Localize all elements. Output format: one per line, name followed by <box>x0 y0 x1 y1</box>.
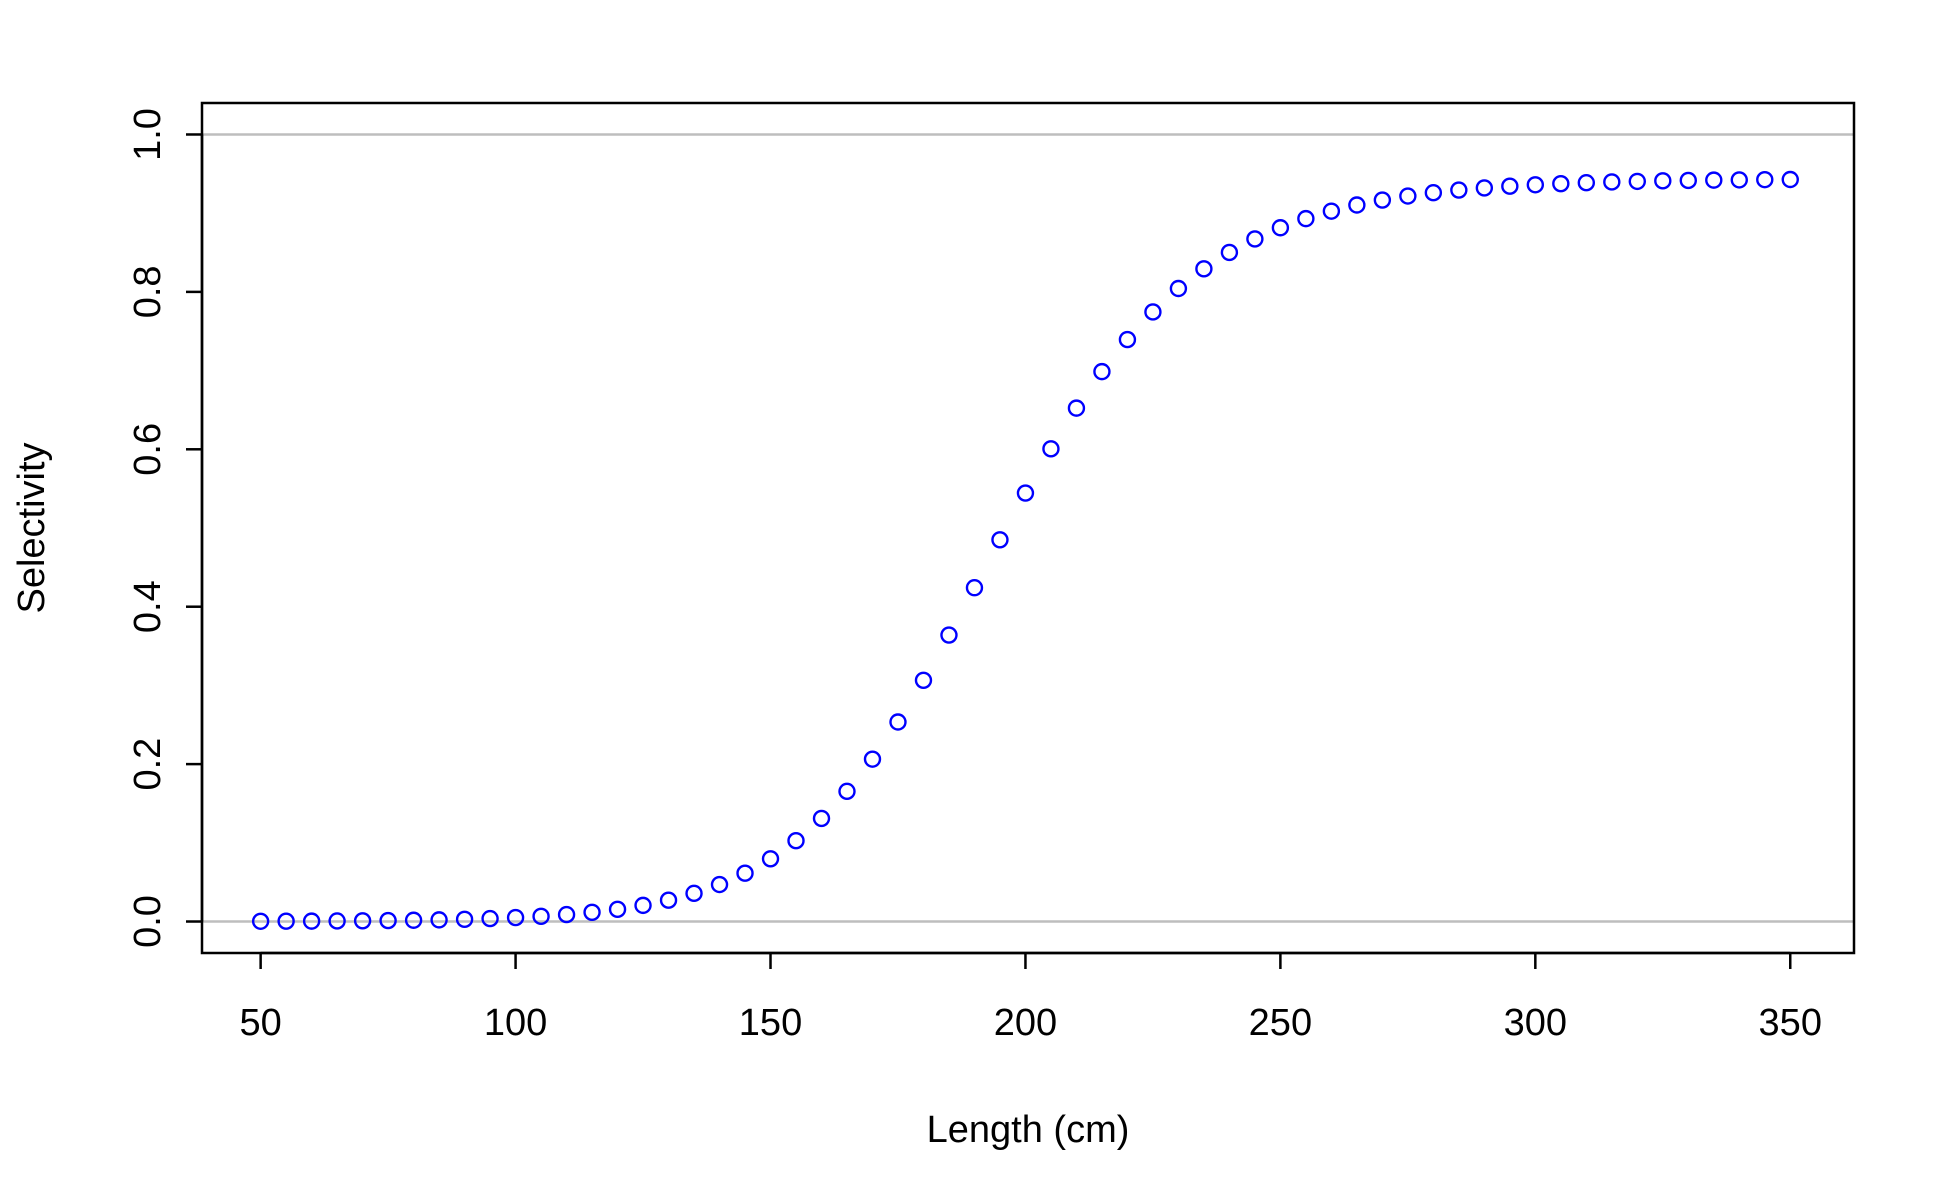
plot-frame <box>200 101 1856 955</box>
data-point <box>736 864 754 882</box>
x-axis: 50 100 150 200 250 300 350 <box>239 951 1822 1044</box>
data-point <box>991 531 1009 549</box>
x-tick-label: 100 <box>484 1002 547 1044</box>
data-point <box>1373 191 1392 209</box>
data-point <box>761 850 780 868</box>
data-point <box>1297 209 1315 228</box>
y-tick-label: 0.8 <box>127 265 169 318</box>
data-point <box>838 782 856 801</box>
y-tick-label: 0.0 <box>127 895 169 948</box>
x-tick-label: 300 <box>1504 1002 1567 1044</box>
data-point <box>277 912 295 930</box>
data-point <box>1628 172 1647 191</box>
x-tick-label: 350 <box>1759 1002 1822 1044</box>
data-point <box>914 671 933 689</box>
data-points <box>251 170 1799 930</box>
data-point <box>685 884 703 903</box>
data-point <box>532 907 550 926</box>
x-tick-label: 250 <box>1249 1002 1312 1044</box>
data-point <box>251 912 270 930</box>
data-point <box>1450 181 1468 199</box>
data-point <box>455 910 474 929</box>
data-point <box>1679 171 1697 190</box>
y-tick-label: 0.4 <box>127 580 169 633</box>
data-point <box>1705 171 1723 189</box>
data-point <box>302 912 321 930</box>
data-point <box>1169 279 1188 298</box>
x-tick-label: 50 <box>239 1002 281 1044</box>
data-point <box>1195 260 1213 278</box>
data-point <box>1526 176 1545 194</box>
data-point <box>1730 171 1748 189</box>
data-point <box>634 896 652 915</box>
data-point <box>1654 172 1672 190</box>
data-point <box>404 911 423 929</box>
data-point <box>787 831 805 850</box>
reference-lines <box>202 133 1854 923</box>
data-point <box>710 875 729 894</box>
x-axis-title: Length (cm) <box>927 1109 1130 1151</box>
data-point <box>430 911 448 929</box>
data-point <box>1042 440 1060 458</box>
data-point <box>379 911 397 930</box>
y-tick-label: 1.0 <box>127 108 169 161</box>
data-point <box>1067 399 1086 417</box>
data-point <box>1552 174 1570 193</box>
data-point <box>353 912 372 930</box>
data-point <box>940 626 958 644</box>
data-point <box>1220 243 1239 262</box>
data-point <box>583 903 601 922</box>
data-point <box>659 891 678 909</box>
data-point <box>608 900 627 919</box>
data-point <box>889 713 907 731</box>
x-tick-label: 200 <box>994 1002 1057 1044</box>
data-point <box>1501 177 1519 195</box>
data-point <box>557 905 576 924</box>
data-point <box>1016 484 1035 502</box>
data-point <box>1756 170 1774 189</box>
data-point <box>1399 187 1417 205</box>
data-point <box>481 909 499 928</box>
y-tick-label: 0.6 <box>127 423 169 476</box>
data-point <box>1577 174 1596 192</box>
data-point <box>328 912 346 930</box>
data-point <box>1322 202 1341 220</box>
data-point <box>1144 303 1162 321</box>
data-point <box>1781 170 1799 189</box>
y-axis-title: Selectivity <box>11 442 53 613</box>
data-point <box>1271 219 1290 237</box>
data-point <box>1246 230 1264 248</box>
data-point <box>965 579 984 597</box>
data-point <box>1118 330 1137 349</box>
y-axis: 0.0 0.2 0.4 0.6 0.8 1.0 <box>127 108 204 948</box>
data-point <box>1348 196 1366 214</box>
data-point <box>1475 179 1494 197</box>
y-tick-label: 0.2 <box>127 738 169 791</box>
data-point <box>812 809 831 828</box>
data-point <box>1093 362 1111 381</box>
data-point <box>506 908 525 927</box>
x-tick-label: 150 <box>739 1002 802 1044</box>
data-point <box>1424 184 1443 202</box>
data-point <box>863 750 882 768</box>
data-point <box>1603 173 1621 191</box>
